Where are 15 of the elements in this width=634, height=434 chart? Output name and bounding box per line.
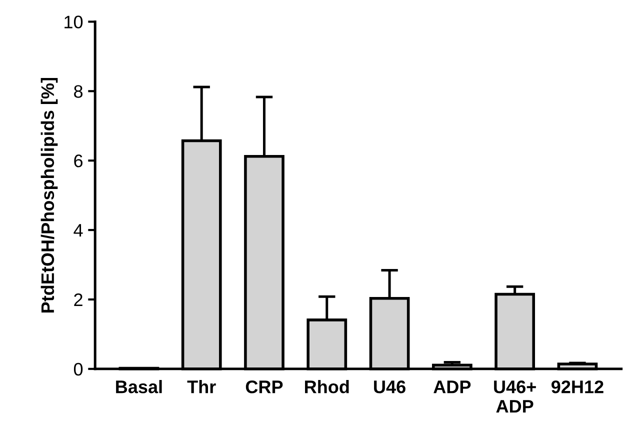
x-tick-label: U46+ ADP xyxy=(494,380,536,413)
y-tick-label: 2 xyxy=(74,293,82,306)
y-tick-label: 10 xyxy=(64,16,83,28)
x-tick-label: Rhod xyxy=(305,380,349,394)
y-tick-label: 6 xyxy=(74,154,82,168)
y-axis-title: PtdEtOH/Phospholipids [%] xyxy=(40,78,58,312)
x-tick-label: U46 xyxy=(374,380,406,394)
x-tick-label: ADP xyxy=(434,380,471,394)
y-tick-label: 8 xyxy=(74,85,83,98)
x-tick-label: 92H12 xyxy=(551,380,604,394)
y-tick-label: 0 xyxy=(74,362,83,376)
x-tick-label: CRP xyxy=(246,380,283,394)
y-tick-label: 4 xyxy=(74,224,83,237)
x-tick-label: Thr xyxy=(187,380,216,394)
x-tick-label: Basal xyxy=(116,380,162,394)
